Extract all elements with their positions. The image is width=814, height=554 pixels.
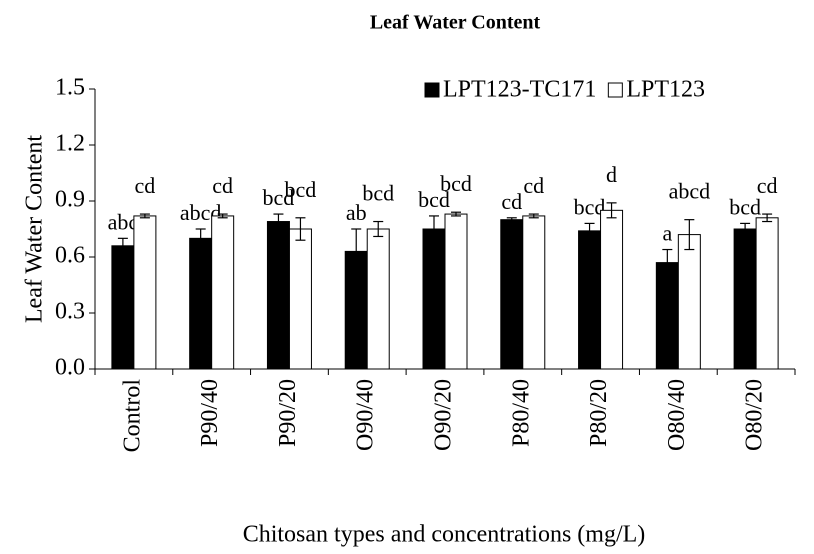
y-tick-label: 0.0: [55, 355, 85, 381]
y-axis-title: Leaf Water Content: [22, 135, 48, 324]
y-tick-label: 0.6: [55, 243, 85, 269]
x-tick-label: O90/20: [431, 379, 457, 451]
x-tick-label: P90/40: [197, 379, 223, 447]
annotation: cd: [523, 173, 544, 198]
bar: [522, 215, 546, 370]
legend-label: LPT123-TC171: [443, 77, 596, 103]
y-tick-label: 1.5: [55, 75, 85, 101]
bar: [189, 237, 213, 370]
bar: [677, 234, 701, 370]
bar: [422, 228, 446, 370]
x-tick-label: P80/40: [508, 379, 534, 447]
annotation: cd: [135, 173, 156, 198]
x-tick-label: P90/20: [275, 379, 301, 447]
annotation: abcd: [669, 179, 711, 204]
x-tick-label: O90/40: [353, 379, 379, 451]
annotation: abc: [108, 209, 139, 234]
bar: [444, 213, 468, 370]
x-tick-label: O80/40: [664, 379, 690, 451]
annotation: d: [606, 162, 617, 187]
annotation: cd: [212, 173, 233, 198]
annotation: ab: [346, 200, 367, 225]
bar: [655, 262, 679, 370]
bar: [578, 230, 602, 370]
annotation: a: [662, 221, 672, 246]
chart-title: Leaf Water Content: [370, 12, 541, 34]
bar: [288, 228, 312, 370]
annotation: bcd: [285, 177, 317, 202]
bar: [733, 228, 757, 370]
y-tick-label: 0.3: [55, 299, 85, 325]
annotation: bcd: [263, 185, 295, 210]
bar: [755, 217, 779, 370]
bar: [366, 228, 390, 370]
x-tick-label: Control: [119, 379, 145, 453]
annotation: cd: [757, 173, 778, 198]
annotation: bcd: [418, 187, 450, 212]
bar: [500, 219, 524, 370]
legend-label: LPT123: [626, 77, 705, 103]
x-tick-label: O80/20: [742, 379, 768, 451]
x-tick-label: P80/20: [586, 379, 612, 447]
y-tick-label: 0.9: [55, 187, 85, 213]
legend-swatch: [424, 82, 440, 98]
bar: [133, 215, 157, 370]
y-tick-label: 1.2: [55, 131, 85, 157]
legend-swatch: [607, 82, 623, 98]
annotation: cd: [501, 189, 522, 214]
annotation: bcd: [362, 181, 394, 206]
bar: [600, 209, 624, 370]
bar: [111, 245, 135, 370]
x-axis-title: Chitosan types and concentrations (mg/L): [243, 522, 646, 548]
annotation: bcd: [440, 171, 472, 196]
bar: [266, 221, 290, 370]
annotation: bcd: [729, 194, 761, 219]
bar: [211, 215, 235, 370]
